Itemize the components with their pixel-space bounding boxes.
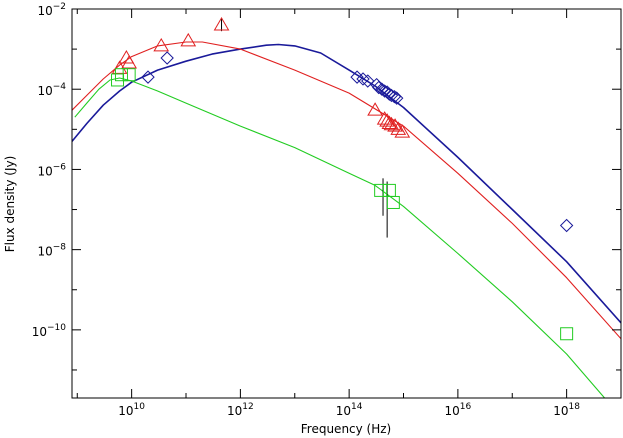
triangle-point [367, 102, 383, 116]
square-point [114, 68, 128, 82]
square-point [560, 327, 574, 341]
x-axis-title: Frequency (Hz) [301, 422, 392, 436]
diamond-point [559, 218, 574, 233]
x-tick-label: 1016 [445, 402, 472, 418]
model-curves [72, 41, 621, 398]
x-tick-label: 1012 [227, 402, 254, 418]
square-point [386, 195, 400, 209]
diamond-point [390, 91, 404, 105]
triangle-point [387, 118, 403, 132]
triangle-point [394, 124, 411, 138]
model-curve-triangle [72, 41, 621, 340]
y-tick-label: 10−6 [37, 162, 66, 178]
y-tick-label: 10−2 [37, 2, 66, 18]
plot-frame [71, 8, 622, 399]
diamond-point [372, 80, 386, 95]
triangle-point [153, 37, 170, 52]
diamond-point [387, 90, 402, 104]
x-tick-label: 1018 [553, 402, 580, 418]
triangle-point [390, 121, 407, 135]
y-tick-label: 10−10 [32, 323, 67, 339]
y-tick-label: 10−8 [37, 243, 66, 259]
x-axis-ticks: 1010 1012 1014 1016 1018 [76, 9, 622, 418]
square-point [374, 183, 388, 197]
x-tick-label: 1014 [336, 402, 363, 418]
diamond-point [356, 72, 370, 86]
model-curve-diamond [72, 43, 621, 324]
triangle-point [213, 16, 230, 31]
triangle-point [383, 116, 400, 131]
diamond-point [141, 70, 155, 84]
diamond-point [361, 74, 375, 88]
triangle-point [180, 32, 197, 47]
triangle-point [379, 113, 396, 127]
square-point [122, 68, 136, 82]
y-axis-ticks: 10−10 10−8 10−6 10−4 10−2 [32, 2, 621, 371]
diamond-point [160, 51, 174, 65]
data-markers [111, 16, 574, 341]
x-tick-label: 1010 [118, 402, 145, 418]
y-axis-title: Flux density (Jy) [3, 156, 17, 253]
triangle-point [121, 55, 138, 69]
model-curve-square [74, 77, 606, 398]
y-tick-label: 10−4 [37, 82, 66, 98]
